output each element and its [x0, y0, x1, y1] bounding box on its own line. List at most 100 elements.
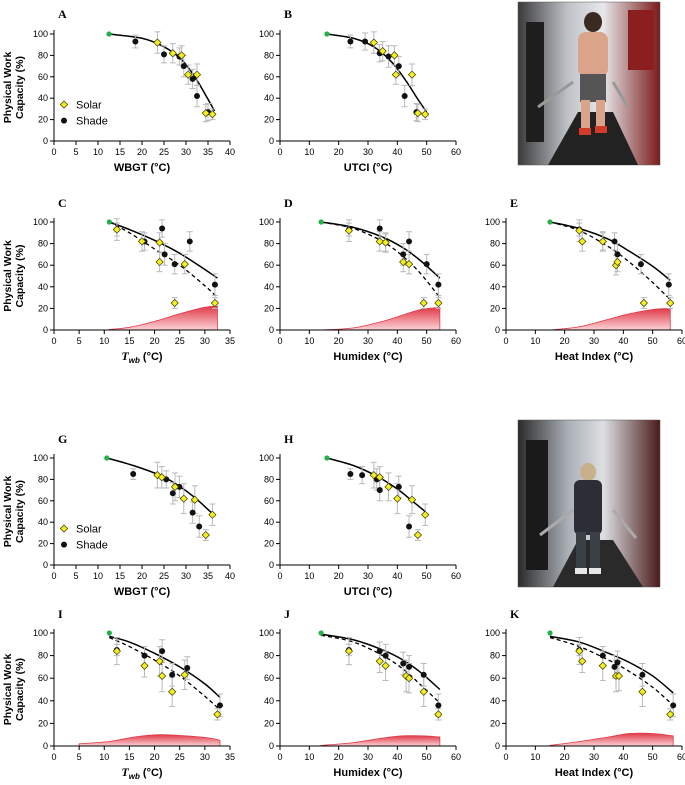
x-tick-label: 20 [150, 752, 160, 762]
x-tick-label: 15 [115, 571, 125, 581]
legend-shade-marker [61, 117, 67, 124]
x-tick-label: 20 [560, 336, 570, 346]
shade-point [611, 238, 618, 245]
shade-point [639, 671, 646, 678]
x-tick-label: 35 [203, 571, 213, 581]
x-axis-label: Humidex (°C) [333, 351, 403, 363]
y-tick-label: 80 [490, 651, 500, 661]
y-tick-label: 20 [38, 539, 48, 549]
x-tick-label: 25 [159, 571, 169, 581]
solar-point [407, 495, 417, 504]
x-tick-label: 50 [422, 336, 432, 346]
shade-point [376, 225, 383, 232]
x-tick-label: 40 [392, 336, 402, 346]
solar-point [390, 51, 399, 60]
y-tick-label: 0 [43, 560, 48, 570]
shade-point [159, 225, 166, 232]
shade-fit-line [320, 221, 441, 279]
y-tick-label: 100 [33, 453, 48, 463]
shade-point [186, 238, 193, 245]
legend-solar-marker [59, 524, 69, 533]
y-tick-label: 80 [490, 239, 500, 249]
x-tick-label: 40 [225, 147, 235, 157]
baseline-point [106, 31, 112, 37]
panel-letter: K [510, 607, 520, 621]
shade-point [376, 648, 383, 655]
x-tick-label: 50 [648, 752, 658, 762]
shade-point [395, 63, 402, 70]
x-tick-label: 40 [392, 571, 402, 581]
treadmill-photo-shirtless-runner-icon [517, 1, 661, 166]
x-tick-label: 40 [392, 147, 402, 157]
x-tick-label: 30 [181, 571, 191, 581]
x-tick-label: 30 [181, 147, 191, 157]
shade-point [161, 251, 168, 258]
x-tick-label: 50 [422, 571, 432, 581]
solar-point [170, 298, 179, 308]
solar-point [391, 70, 400, 79]
x-tick-label: 5 [73, 147, 78, 157]
solar-point [153, 38, 162, 47]
solar-point [170, 482, 180, 491]
solar-point [208, 110, 217, 119]
shade-fit-line [109, 635, 221, 698]
shade-point [196, 523, 203, 530]
x-axis-label: UTCI (°C) [344, 162, 393, 174]
heat-strain-area [320, 735, 441, 747]
baseline-point [318, 219, 324, 225]
y-tick-label: 20 [490, 303, 500, 313]
solar-point [393, 494, 402, 503]
x-tick-label: 15 [124, 336, 134, 346]
solar-point [201, 109, 210, 118]
y-tick-label: 20 [264, 303, 274, 313]
y-tick-label: 80 [264, 239, 274, 249]
solar-point [384, 482, 393, 491]
y-axis-label: Physical WorkCapacity (%) [2, 52, 26, 124]
solar-fit-line [549, 636, 674, 706]
y-tick-label: 80 [38, 474, 48, 484]
x-tick-label: 15 [124, 752, 134, 762]
y-tick-label: 20 [38, 303, 48, 313]
shade-point [406, 238, 413, 245]
x-tick-label: 60 [677, 752, 685, 762]
solar-point [184, 70, 193, 79]
y-tick-label: 60 [490, 673, 500, 683]
y-tick-label: 60 [38, 72, 48, 82]
solar-point [575, 646, 584, 656]
baseline-point [318, 630, 324, 636]
x-tick-label: 35 [225, 752, 235, 762]
shade-point [169, 671, 176, 678]
y-tick-label: 0 [269, 560, 274, 570]
treadmill-photo-walker-icon [517, 419, 661, 588]
chart-panel-d: D 0 20 40 60 80 100 0 10 20 30 40 50 60 Humidex (°C) [259, 196, 461, 363]
shade-point [176, 483, 183, 490]
solar-point [201, 530, 210, 540]
panel-letter: C [58, 196, 67, 210]
y-tick-label: 40 [264, 696, 274, 706]
x-tick-label: 30 [200, 752, 210, 762]
baseline-point [324, 31, 330, 37]
heat-strain-area [549, 307, 671, 331]
x-tick-label: 0 [51, 336, 56, 346]
x-tick-label: 0 [277, 752, 282, 762]
panel-letter: H [284, 432, 294, 446]
y-tick-label: 0 [269, 136, 274, 146]
legend-shade-label: Shade [76, 116, 108, 128]
x-tick-label: 20 [334, 571, 344, 581]
solar-point [375, 473, 384, 482]
panel-letter: I [58, 607, 63, 621]
panel-letter: B [284, 7, 292, 21]
shade-point [420, 671, 427, 678]
x-axis-label: Twb (°C) [121, 349, 163, 365]
solar-point [419, 298, 428, 308]
shade-point [189, 509, 196, 516]
y-tick-label: 0 [43, 741, 48, 751]
panel-letter: A [58, 7, 67, 21]
baseline-point [324, 455, 330, 461]
solar-point [155, 657, 164, 666]
solar-point [613, 257, 622, 267]
solar-point [168, 687, 177, 696]
y-tick-label: 60 [38, 673, 48, 683]
x-tick-label: 30 [363, 571, 373, 581]
y-axis-label: Physical WorkCapacity (%) [2, 654, 26, 726]
